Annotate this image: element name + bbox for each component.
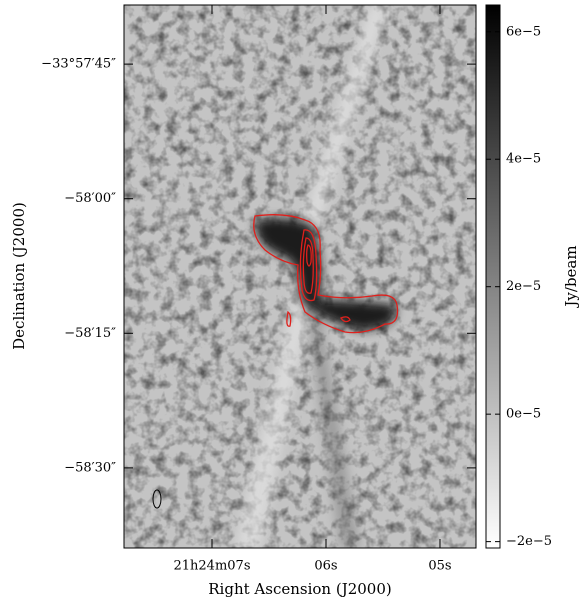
colorbar-tick-label: −2e−5 <box>506 534 552 549</box>
y-tick-label: −33°57′45″ <box>41 57 116 72</box>
x-tick-label: 05s <box>428 559 451 574</box>
frame <box>123 4 477 549</box>
colorbar <box>485 4 501 549</box>
colorbar-tick-label: 0e−5 <box>506 407 541 422</box>
y-tick-label: −58′30″ <box>64 460 116 475</box>
x-tick-label: 06s <box>314 559 337 574</box>
colorbar-tick-label: 6e−5 <box>506 24 541 39</box>
y-axis-label: Declination (J2000) <box>10 202 28 350</box>
x-axis-label: Right Ascension (J2000) <box>208 580 391 598</box>
x-tick-label: 21h24m07s <box>174 559 251 574</box>
beam <box>152 489 162 509</box>
contours <box>253 214 399 334</box>
y-tick-label: −58′15″ <box>64 326 116 341</box>
colorbar-tick-label: 4e−5 <box>506 152 541 167</box>
colorbar-tick-label: 2e−5 <box>506 279 541 294</box>
y-tick-label: −58′00″ <box>64 191 116 206</box>
image <box>124 5 476 548</box>
colorbar-label: Jy/beam <box>562 245 580 308</box>
